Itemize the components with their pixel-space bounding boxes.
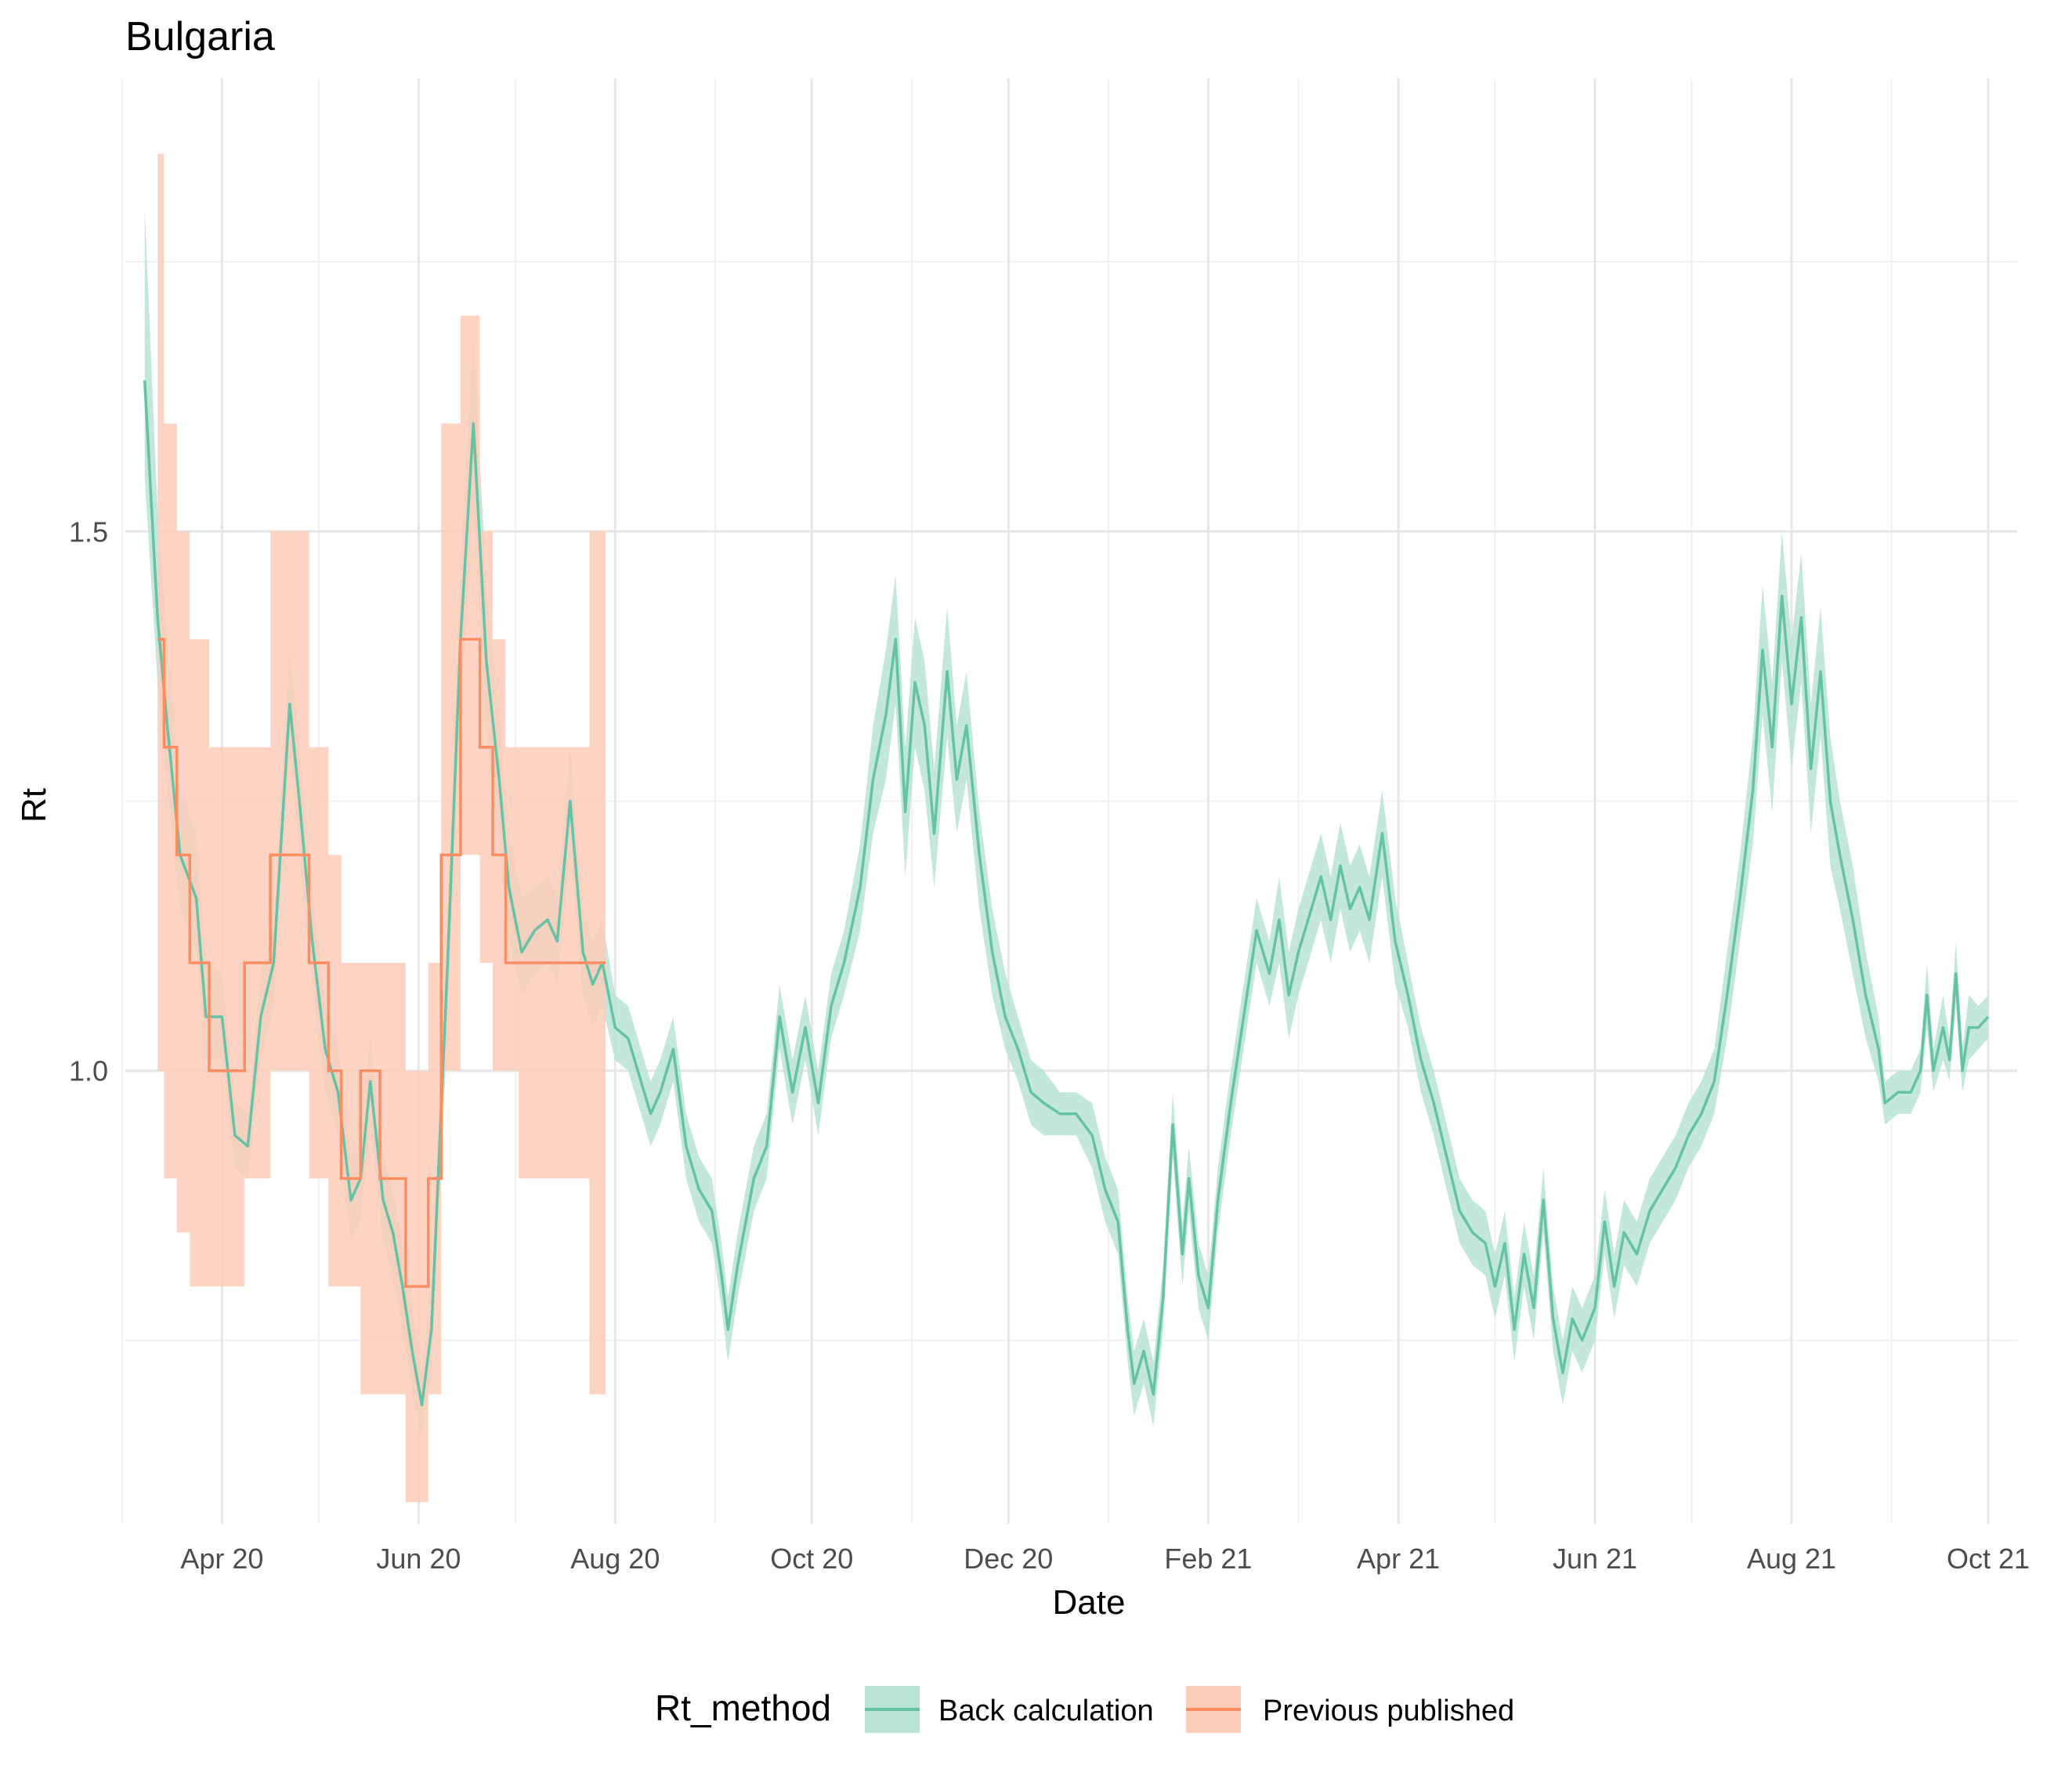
y-axis-label: Rt [15, 788, 53, 823]
x-axis-label: Date [1053, 1583, 1126, 1622]
chart-title: Bulgaria [125, 14, 275, 60]
previous-published-band [157, 154, 606, 1503]
y-axis-tick-labels: 1.0 1.5 [69, 515, 108, 1087]
x-tick-label: Dec 20 [964, 1543, 1053, 1575]
y-tick-label: 1.5 [69, 515, 108, 548]
confidence-bands [144, 154, 1989, 1503]
x-tick-label: Apr 21 [1357, 1543, 1440, 1575]
x-tick-label: Feb 21 [1164, 1543, 1252, 1575]
legend-label-previous-published: Previous published [1263, 1695, 1514, 1727]
x-tick-label: Apr 20 [180, 1543, 263, 1575]
legend-label-back-calculation: Back calculation [938, 1695, 1154, 1727]
y-tick-label: 1.0 [69, 1055, 108, 1087]
x-tick-label: Jun 21 [1553, 1543, 1637, 1575]
x-tick-label: Oct 21 [1947, 1543, 2030, 1575]
x-axis-tick-labels: Apr 20 Jun 20 Aug 20 Oct 20 Dec 20 Feb 21 Apr … [180, 1543, 2030, 1575]
series-lines [143, 380, 1990, 1407]
x-tick-label: Aug 21 [1747, 1543, 1836, 1575]
legend-title: Rt_method [655, 1687, 831, 1728]
legend: Rt_method Back calculation Previous publ… [655, 1686, 1514, 1733]
back-calculation-line [143, 380, 1990, 1407]
x-tick-label: Oct 20 [770, 1543, 853, 1575]
x-tick-label: Aug 20 [570, 1543, 660, 1575]
previous-published-line [157, 638, 606, 1288]
x-tick-label: Jun 20 [376, 1543, 461, 1575]
